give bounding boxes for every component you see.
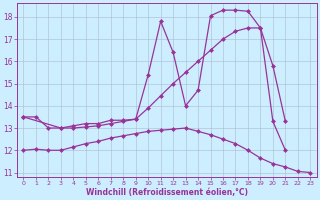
X-axis label: Windchill (Refroidissement éolien,°C): Windchill (Refroidissement éolien,°C): [86, 188, 248, 197]
